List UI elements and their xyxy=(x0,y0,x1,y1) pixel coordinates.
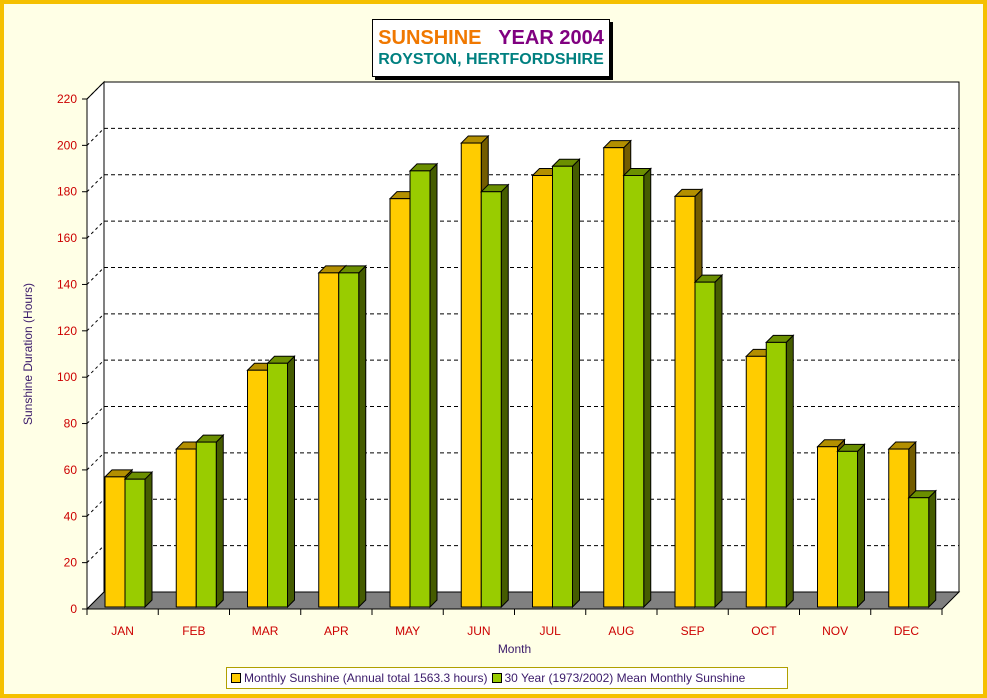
gridline-side xyxy=(86,545,105,563)
x-tick-label: JAN xyxy=(111,624,134,638)
y-tick-label: 20 xyxy=(64,556,78,570)
gridline-side xyxy=(86,220,105,239)
bar-mean-jun xyxy=(480,183,510,609)
bar-mean-apr xyxy=(337,264,367,609)
legend-label-mean: 30 Year (1973/2002) Mean Monthly Sunshin… xyxy=(504,671,746,685)
bar-mean-dec xyxy=(907,489,937,609)
legend: Monthly Sunshine (Annual total 1563.3 ho… xyxy=(226,667,788,689)
y-tick-label: 140 xyxy=(57,277,77,291)
legend-swatch-monthly xyxy=(231,673,241,683)
x-tick-label: MAR xyxy=(252,624,279,638)
gridline-side xyxy=(86,313,105,332)
y-tick-label: 120 xyxy=(57,324,77,338)
bar-mean-jul xyxy=(551,158,581,609)
x-tick-label: APR xyxy=(324,624,349,638)
title-part-sunshine: SUNSHINE xyxy=(378,27,482,49)
gridline-side xyxy=(86,267,105,285)
bar-mean-sep xyxy=(693,273,724,609)
chart-subtitle: ROYSTON, HERTFORDSHIRE xyxy=(378,51,604,68)
x-tick-label: FEB xyxy=(182,624,205,638)
x-tick-label: JUL xyxy=(539,624,561,638)
bar-mean-aug xyxy=(622,167,652,609)
x-tick-label: AUG xyxy=(608,624,634,638)
legend-swatch-mean xyxy=(491,673,502,683)
gridline-side xyxy=(86,81,105,100)
bar-mean-feb xyxy=(195,433,225,609)
legend-label-monthly: Monthly Sunshine (Annual total 1563.3 ho… xyxy=(244,671,488,685)
y-axis-label: Sunshine Duration (Hours) xyxy=(21,283,35,425)
legend-entry-monthly: Monthly Sunshine (Annual total 1563.3 ho… xyxy=(231,671,488,685)
chart-title: SUNSHINE YEAR 2004 xyxy=(373,26,609,50)
x-tick-label: SEP xyxy=(681,624,705,638)
legend-entry-mean: 30 Year (1973/2002) Mean Monthly Sunshin… xyxy=(491,671,746,685)
x-tick-label: DEC xyxy=(894,624,920,638)
x-tick-label: NOV xyxy=(822,624,848,638)
bar-mean-nov xyxy=(836,443,866,609)
y-tick-label: 180 xyxy=(57,185,77,199)
gridline-side xyxy=(86,128,105,146)
bar-mean-may xyxy=(408,162,439,609)
y-tick-label: 100 xyxy=(57,370,77,384)
y-tick-label: 40 xyxy=(64,509,78,523)
y-tick-label: 60 xyxy=(64,463,78,477)
x-axis-label: Month xyxy=(498,642,531,656)
gridline-side xyxy=(86,498,105,517)
x-tick-label: OCT xyxy=(751,624,777,638)
plot-side-wall xyxy=(86,80,105,611)
title-part-year: YEAR 2004 xyxy=(498,27,604,49)
y-tick-label: 200 xyxy=(57,138,77,152)
bar-mean-oct xyxy=(765,334,795,609)
y-tick-label: 0 xyxy=(70,602,77,616)
x-tick-label: JUN xyxy=(467,624,490,638)
gridline-side xyxy=(86,174,105,193)
y-tick-label: 160 xyxy=(57,231,77,245)
x-tick-label: MAY xyxy=(395,624,420,638)
y-tick-label: 220 xyxy=(57,92,77,106)
title-box: SUNSHINE YEAR 2004 ROYSTON, HERTFORDSHIR… xyxy=(372,19,610,77)
gridline-side xyxy=(86,452,105,471)
bar-mean-jan xyxy=(123,470,154,609)
y-tick-label: 80 xyxy=(64,417,78,431)
bar-mean-mar xyxy=(266,355,296,609)
gridline-side xyxy=(86,359,105,378)
gridline-side xyxy=(86,406,105,424)
